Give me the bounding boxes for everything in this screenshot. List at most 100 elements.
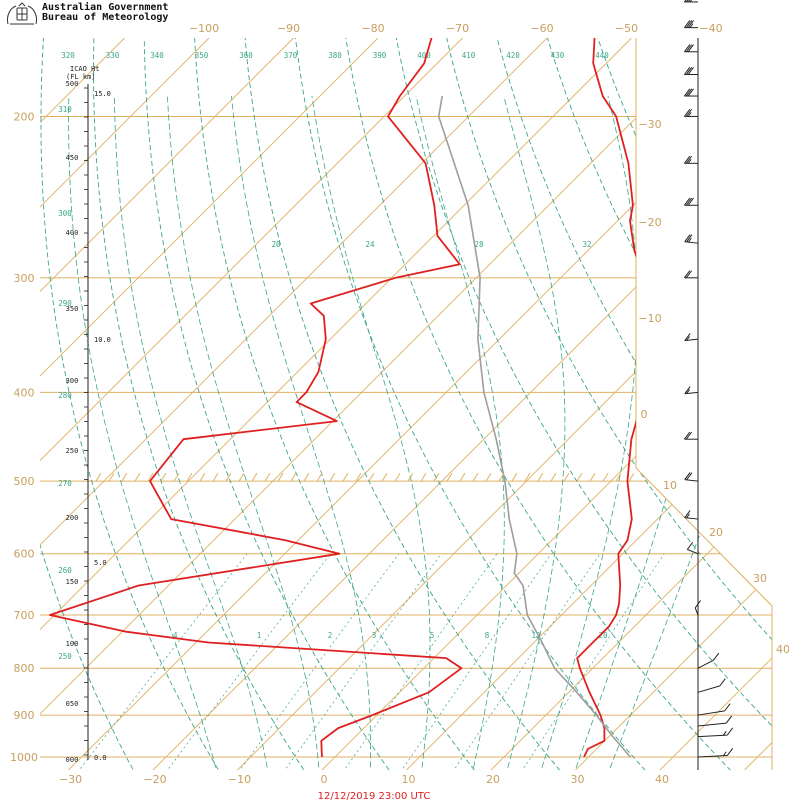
right-temp-label-40: 40 bbox=[776, 643, 789, 656]
isotherm-10 bbox=[406, 38, 772, 770]
freezing-hatch-mark bbox=[225, 472, 232, 482]
wind-barb-flag bbox=[684, 197, 691, 206]
mixing-ratio-0.4 bbox=[74, 553, 248, 770]
dry-adiabat-290 bbox=[192, 38, 480, 770]
isotherm--100 bbox=[40, 38, 210, 770]
bottom-temp-label-30: 30 bbox=[571, 773, 585, 786]
wind-barb-shaft bbox=[697, 710, 725, 716]
moist-adiabat-24 bbox=[503, 95, 566, 770]
wind-barb-flag bbox=[712, 652, 720, 661]
wind-barb-850 bbox=[697, 678, 726, 693]
wind-barb-flag bbox=[684, 0, 687, 3]
mixing-ratio-low-label-0: .4 bbox=[168, 631, 178, 640]
freezing-hatch-mark bbox=[459, 472, 466, 482]
wind-barb-shaft bbox=[697, 722, 727, 727]
flight-level-label-000: 000 bbox=[66, 756, 79, 764]
bottom-temp-label-40: 40 bbox=[655, 773, 669, 786]
freezing-hatch-mark bbox=[316, 472, 323, 482]
theta-label-360: 360 bbox=[239, 51, 253, 60]
mixing-ratio-low-label-7: 20 bbox=[598, 631, 608, 640]
freezing-hatch-mark bbox=[121, 472, 128, 482]
freezing-hatch-mark bbox=[394, 472, 401, 482]
mixing-ratio-low-label-4: 5 bbox=[430, 631, 435, 640]
wind-barb-flag bbox=[687, 112, 692, 117]
wind-barb-500 bbox=[684, 472, 699, 482]
isotherm--60 bbox=[40, 38, 548, 770]
freezing-hatch-mark bbox=[264, 472, 271, 482]
dry-adiabat-310 bbox=[285, 38, 652, 770]
bottom-temp-label--10: −10 bbox=[228, 773, 251, 786]
wind-barb-flag bbox=[684, 108, 691, 117]
dry-adiabat-320 bbox=[329, 38, 737, 770]
wind-barb-250 bbox=[684, 197, 698, 206]
freezing-hatch-mark bbox=[212, 472, 219, 482]
wind-barb-flag bbox=[687, 20, 694, 28]
wind-barb-flag bbox=[684, 88, 691, 97]
mixing-ratio-label-32: 32 bbox=[582, 240, 591, 249]
mixing-ratio-3 bbox=[280, 553, 442, 770]
wind-barb-flag bbox=[686, 389, 690, 394]
theta-label-430: 430 bbox=[551, 51, 565, 60]
isotherm--20 bbox=[152, 38, 772, 770]
wind-barb-flag bbox=[725, 715, 733, 724]
wind-barb-450 bbox=[684, 431, 698, 440]
dry-adiabat-410 bbox=[723, 38, 772, 770]
wind-barb-300 bbox=[684, 270, 698, 279]
dry-adiabat-280 bbox=[143, 38, 395, 770]
freezing-hatch-mark bbox=[420, 472, 427, 482]
moist-adiabat-14 bbox=[311, 95, 431, 770]
flight-level-label-050: 050 bbox=[66, 700, 79, 708]
wind-barb-550 bbox=[684, 510, 699, 520]
moist-adiabat-28 bbox=[538, 95, 638, 770]
flight-level-label-150: 150 bbox=[66, 578, 79, 586]
wind-barb-flag bbox=[685, 44, 693, 53]
height-km-label-0.0: 0.0 bbox=[94, 754, 107, 762]
wind-barb-700 bbox=[694, 600, 701, 616]
wind-barb-flag bbox=[685, 20, 693, 28]
theta-label-340: 340 bbox=[150, 51, 164, 60]
isotherm-40 bbox=[659, 38, 772, 770]
wind-barb-600 bbox=[686, 541, 699, 555]
flight-level-label-250: 250 bbox=[66, 447, 79, 455]
freezing-hatch-mark bbox=[537, 472, 544, 482]
parcel-line bbox=[437, 95, 632, 758]
right-temp-label--30: −30 bbox=[638, 118, 661, 131]
moist-adiabat-32 bbox=[572, 95, 726, 770]
height-km-label-10.0: 10.0 bbox=[94, 336, 111, 344]
mixing-ratio-label-24: 24 bbox=[365, 240, 375, 249]
wind-barb-flag bbox=[686, 541, 694, 550]
freezing-hatch-mark bbox=[251, 472, 258, 482]
isobar-lines bbox=[40, 115, 772, 758]
right-temp-label-20: 20 bbox=[709, 526, 723, 539]
theta-label-420: 420 bbox=[506, 51, 520, 60]
freezing-hatch-mark bbox=[134, 472, 141, 482]
wind-barb-flag bbox=[686, 336, 690, 341]
plot-frame bbox=[635, 38, 773, 770]
moist-adiabat-lines bbox=[68, 95, 772, 770]
wind-barb-flag bbox=[684, 510, 691, 518]
isotherm--50 bbox=[40, 38, 632, 770]
bottom-temp-label-20: 20 bbox=[486, 773, 500, 786]
flight-level-label-500: 500 bbox=[66, 80, 79, 88]
freezing-hatch-mark bbox=[472, 472, 479, 482]
isotherm--10 bbox=[237, 38, 772, 770]
agency-name: Australian Government Bureau of Meteorol… bbox=[42, 3, 168, 23]
freezing-hatch-mark bbox=[563, 472, 570, 482]
pressure-label-1000: 1000 bbox=[10, 751, 38, 764]
freezing-hatch-mark bbox=[615, 472, 622, 482]
wind-barb-flag bbox=[687, 197, 694, 206]
mixing-ratio-low-label-2: 2 bbox=[328, 631, 333, 640]
pressure-label-500: 500 bbox=[14, 475, 35, 488]
bottom-temp-label-0: 0 bbox=[321, 773, 328, 786]
isotherm-20 bbox=[490, 38, 772, 770]
freezing-hatch-mark bbox=[108, 472, 115, 482]
freezing-hatch-mark bbox=[589, 472, 596, 482]
freezing-hatch-mark bbox=[576, 472, 583, 482]
freezing-hatch-mark bbox=[147, 472, 154, 482]
wind-barb-225 bbox=[684, 155, 698, 164]
isotherm--120 bbox=[40, 38, 41, 770]
agency-name-line1: Australian Government bbox=[42, 2, 169, 13]
bottom-temp-label-10: 10 bbox=[402, 773, 416, 786]
top-temp-label--50: −50 bbox=[615, 22, 638, 35]
freezing-hatch-mark bbox=[160, 472, 167, 482]
